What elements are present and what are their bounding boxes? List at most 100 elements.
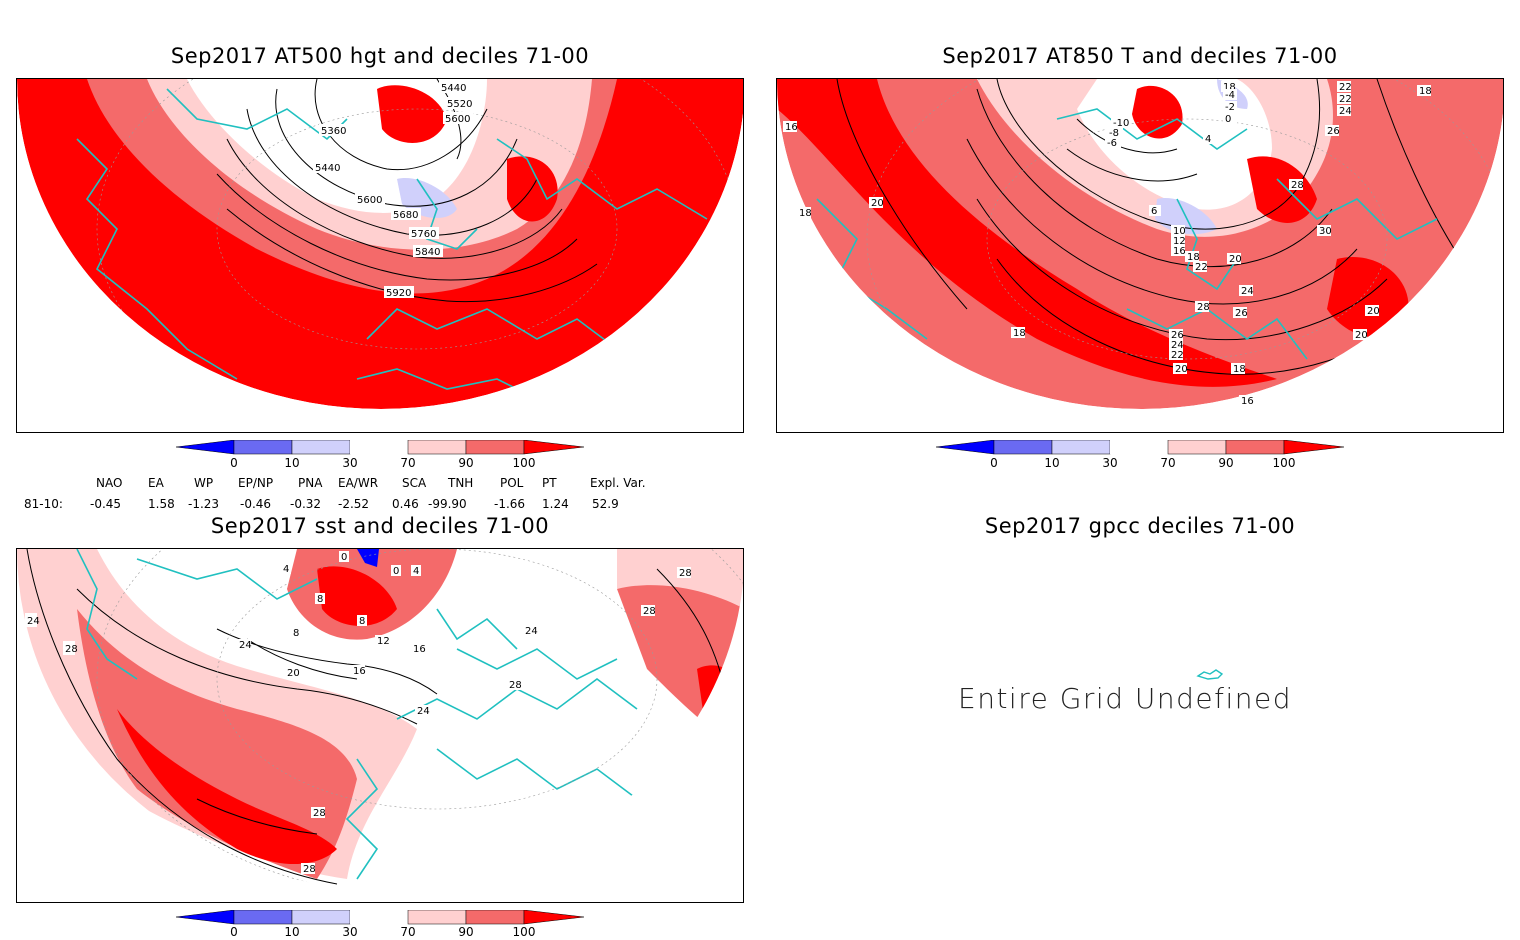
sst-label: 24 [239, 640, 252, 651]
t850-label: 26 [1235, 308, 1248, 319]
t850-label: 26 [1171, 330, 1184, 341]
sst-anomaly-high [77, 609, 357, 879]
t850-label: 22 [1171, 350, 1184, 361]
index-header: SCA [402, 476, 427, 490]
sst-label: 16 [413, 644, 426, 655]
t850-label: 18 [1419, 86, 1432, 97]
hgt500-labels: 5440 5520 5600 5360 5440 5600 5680 5760 … [313, 81, 475, 299]
t850-label: 6 [1151, 206, 1157, 217]
sst-anomaly-min [357, 549, 379, 567]
sst-label: 20 [287, 668, 300, 679]
index-header: WP [194, 476, 214, 490]
colorbar-tick: 10 [1044, 456, 1060, 470]
sst-labels: 0 28 24 28 24 20 16 8 8 12 16 24 28 28 2… [25, 551, 692, 875]
sst-colorbar: 0 10 30 70 90 100 [175, 909, 586, 940]
colorbar-tick: 70 [400, 456, 416, 470]
colorbar-tick: 90 [1218, 456, 1234, 470]
colorbar-tick: 0 [990, 456, 998, 470]
t850-label: 18 [1187, 252, 1200, 263]
t850-label: -8 [1109, 128, 1119, 139]
index-value: 1.24 [542, 497, 569, 511]
colorbar-tick: 30 [342, 456, 358, 470]
t850-label: -4 [1225, 90, 1235, 101]
t850-coastlines [816, 108, 1438, 390]
index-header: PT [542, 476, 557, 490]
t850-label: 20 [1229, 254, 1242, 265]
colorbar-tick: 30 [1102, 456, 1118, 470]
index-header: EA/WR [338, 476, 379, 490]
t850-label: 4 [1205, 134, 1211, 145]
sst-title: Sep2017 sst and deciles 71-00 [210, 514, 550, 538]
index-value: -1.66 [494, 497, 526, 511]
sst-label: 28 [643, 606, 656, 617]
sst-map-svg: 0 28 24 28 24 20 16 8 8 12 16 24 28 28 2… [17, 549, 743, 889]
sst-label: 16 [353, 666, 366, 677]
hgt500-label: 5600 [445, 114, 470, 125]
t850-label: -6 [1107, 138, 1117, 149]
t850-label: 18 [1223, 82, 1236, 93]
colorbar-tick: 100 [512, 925, 536, 939]
gpcc-undefined-message: Entire Grid Undefined [958, 682, 1293, 715]
hgt500-label: 5920 [386, 288, 411, 299]
colorbar-tick: 70 [1160, 456, 1176, 470]
t850-label: 24 [1171, 340, 1184, 351]
t850-label: 20 [1367, 306, 1380, 317]
t850-label: 20 [1175, 364, 1188, 375]
t850-anomaly-max [777, 79, 1277, 387]
index-value: -0.32 [290, 497, 322, 511]
t850-label: 20 [871, 198, 884, 209]
t850-label: 24 [1241, 286, 1254, 297]
sst-anomaly-east-max [697, 665, 743, 739]
colorbar-svg [935, 439, 1345, 455]
sst-label: 12 [377, 636, 390, 647]
t850-map-svg: 18 16 18 20 -4 -2 0 -10 -8 -6 4 22 22 24… [777, 79, 1503, 409]
hgt500-contours [216, 79, 598, 303]
t850-label: -10 [1113, 118, 1129, 129]
colorbar-tick: 100 [1272, 456, 1296, 470]
colorbar-tick: 70 [400, 925, 416, 939]
t850-colorbar: 0 10 30 70 90 100 [935, 439, 1346, 470]
sst-label: 28 [303, 864, 316, 875]
t850-label: -2 [1225, 102, 1235, 113]
sst-map: 0 28 24 28 24 20 16 8 8 12 16 24 28 28 2… [16, 548, 744, 903]
t850-label: 30 [1319, 226, 1332, 237]
index-value: -2.52 [338, 497, 370, 511]
colorbar-tick: 30 [342, 925, 358, 939]
t850-label: 24 [1339, 106, 1352, 117]
sst-label: 8 [359, 616, 365, 627]
hgt500-label: 5440 [441, 83, 466, 94]
hgt500-label: 5360 [321, 126, 346, 137]
colorbar-tick: 0 [230, 925, 238, 939]
t850-anomaly-max3 [1327, 257, 1409, 338]
sst-graticule [96, 549, 743, 889]
colorbar-tick: 0 [230, 456, 238, 470]
colorbar-tick: 100 [512, 456, 536, 470]
t850-label: 22 [1195, 262, 1208, 273]
index-value: -1.23 [188, 497, 220, 511]
sst-label: 24 [525, 626, 538, 637]
colorbar-tick: 90 [458, 925, 474, 939]
sst-anomaly-east-above [617, 549, 743, 609]
t850-anomaly-max2 [1247, 156, 1317, 223]
sst-label: 8 [293, 628, 299, 639]
t850-graticule [866, 79, 1503, 409]
colorbar-tick: 10 [284, 925, 300, 939]
colorbar-tick: 90 [458, 456, 474, 470]
t850-labels: 18 16 18 20 -4 -2 0 -10 -8 -6 4 22 22 24… [783, 81, 1432, 407]
t850-label: 0 [1225, 114, 1231, 125]
index-header: NAO [96, 476, 123, 490]
hgt500-anomaly-max [377, 85, 447, 143]
sst-label: 4 [283, 564, 289, 575]
index-header: PNA [298, 476, 323, 490]
sst-anomaly-north-max [317, 566, 397, 626]
t850-label: 16 [1173, 246, 1186, 257]
t850-label: 28 [1197, 302, 1210, 313]
t850-anomaly-max4 [1132, 85, 1183, 139]
t850-label: 18 [1233, 364, 1246, 375]
t850-label: 26 [1327, 126, 1340, 137]
gpcc-title: Sep2017 gpcc deciles 71-00 [984, 514, 1296, 538]
hgt500-map-svg: 5440 5520 5600 5360 5440 5600 5680 5760 … [17, 79, 743, 409]
t850-label: 16 [785, 122, 798, 133]
sst-label: 28 [679, 568, 692, 579]
t850-label: 12 [1173, 236, 1186, 247]
